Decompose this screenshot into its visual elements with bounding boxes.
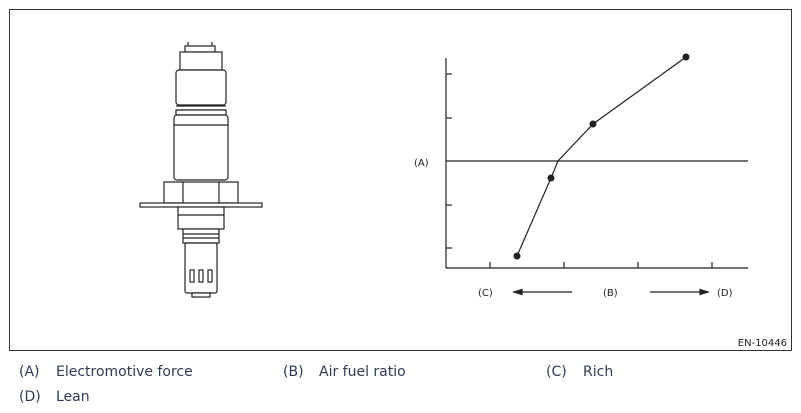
y-axis-label: (A) [414, 158, 429, 169]
point [513, 252, 521, 260]
arrow-head [511, 288, 523, 296]
legend-text: Lean [56, 389, 90, 405]
legend-text: Rich [583, 364, 613, 380]
graph: (A) (C) (B) (D) [414, 53, 748, 299]
point [547, 174, 555, 182]
figure-id: EN-10446 [738, 338, 787, 349]
figure-frame [9, 9, 792, 351]
legend-text: Air fuel ratio [319, 364, 406, 380]
legend-key: (C) [546, 364, 567, 380]
x-axis-label: (B) [603, 288, 618, 299]
point [682, 53, 690, 61]
point [589, 120, 597, 128]
curve [516, 56, 687, 257]
x-axis-label: (D) [717, 288, 733, 299]
legend-key: (B) [283, 364, 304, 380]
legend-key: (D) [19, 389, 41, 405]
legend-key: (A) [19, 364, 40, 380]
x-axis-label: (C) [478, 288, 493, 299]
sensor-drawing [139, 42, 263, 298]
arrow-head [699, 288, 711, 296]
legend-text: Electromotive force [56, 364, 193, 380]
